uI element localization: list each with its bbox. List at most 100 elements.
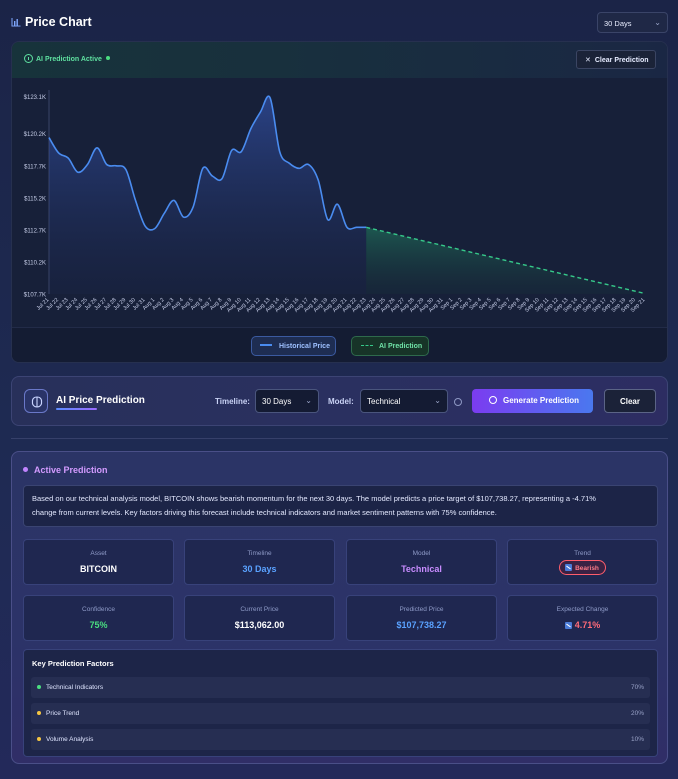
model-label: Model: — [328, 397, 354, 406]
key-factors-title: Key Prediction Factors — [32, 659, 114, 668]
confidence-card: Confidence 75% — [23, 595, 174, 641]
time-range-select[interactable]: 30 Days ⌄ — [597, 12, 668, 33]
info-icon[interactable] — [454, 398, 462, 406]
legend-ai-label: AI Prediction — [379, 343, 423, 350]
brain-icon — [24, 389, 48, 413]
chevron-down-icon: ⌄ — [654, 18, 661, 27]
factor-row: Technical Indicators 70% — [31, 677, 650, 698]
ai-prediction-toolbar: AI Price Prediction Timeline: 30 Days ⌄ … — [11, 376, 668, 426]
trend-value: Bearish — [575, 565, 599, 572]
expected-change-value: 4.71% — [574, 620, 601, 630]
solid-line-icon — [260, 344, 272, 346]
factor-row: Price Trend 20% — [31, 703, 650, 724]
y-tick-label: $120.2K — [24, 132, 46, 138]
chevron-down-icon: ⌄ — [434, 396, 441, 405]
current-price-card: Current Price $113,062.00 — [184, 595, 335, 641]
timeline-card-value: 30 Days — [242, 564, 277, 574]
active-prediction-panel: Active Prediction Based on our technical… — [11, 451, 668, 764]
ai-prediction-title: AI Price Prediction — [56, 395, 145, 406]
current-price-value: $113,062.00 — [234, 620, 285, 630]
trend-card-value-wrap: Bearish — [508, 560, 657, 575]
y-tick-label: $123.1K — [24, 95, 46, 101]
timeline-select-value: 30 Days — [262, 397, 292, 406]
predicted-price-label: Predicted Price — [399, 606, 444, 613]
chart-toolbar: AI Prediction Active ✕ Clear Prediction — [12, 42, 667, 78]
info-icon — [24, 54, 33, 63]
factor-dot-icon — [37, 737, 41, 741]
timeline-select[interactable]: 30 Days ⌄ — [255, 389, 319, 413]
time-range-value: 30 Days — [604, 19, 632, 28]
model-select[interactable]: Technical ⌄ — [360, 389, 448, 413]
clear-prediction-button[interactable]: ✕ Clear Prediction — [576, 50, 656, 69]
expected-change-value-wrap: 4.71% — [508, 620, 657, 630]
clear-prediction-label: Clear Prediction — [594, 57, 649, 64]
ai-status-label: AI Prediction Active — [36, 56, 102, 63]
trending-down-icon — [565, 564, 573, 571]
asset-card: Asset BITCOIN — [23, 539, 174, 585]
bearish-badge: Bearish — [559, 560, 606, 575]
model-select-value: Technical — [367, 397, 401, 406]
model-card-value: Technical — [401, 564, 442, 574]
y-tick-label: $107.7K — [24, 293, 46, 299]
legend-historical-price[interactable]: Historical Price — [251, 336, 336, 356]
confidence-label: Confidence — [82, 606, 115, 613]
dashed-line-icon — [361, 345, 373, 346]
factor-name: Technical Indicators — [46, 684, 104, 691]
summary-line-2: change from current levels. Key factors … — [32, 507, 497, 517]
active-dot-icon — [105, 56, 110, 60]
title-underline — [56, 408, 97, 410]
legend-ai-prediction[interactable]: AI Prediction — [351, 336, 429, 356]
y-tick-label: $110.2K — [24, 260, 46, 266]
status-dot-icon — [23, 467, 28, 472]
factor-dot-icon — [37, 711, 41, 715]
close-icon: ✕ — [585, 57, 591, 64]
timeline-card: Timeline 30 Days — [184, 539, 335, 585]
y-tick-label: $117.7K — [24, 164, 46, 170]
prediction-summary: Based on our technical analysis model, B… — [23, 485, 658, 527]
current-price-label: Current Price — [240, 606, 279, 613]
factor-weight: 10% — [630, 736, 644, 743]
legend-historical-label: Historical Price — [279, 343, 330, 350]
page-title: Price Chart — [25, 15, 92, 29]
factor-name: Price Trend — [46, 710, 80, 717]
ai-prediction-line — [366, 226, 646, 295]
confidence-value: 75% — [89, 620, 108, 630]
key-factors-panel: Key Prediction Factors Technical Indicat… — [23, 649, 658, 757]
trending-down-icon — [564, 622, 572, 629]
sparkle-icon — [489, 396, 497, 404]
predicted-price-card: Predicted Price $107,738.27 — [346, 595, 497, 641]
trend-card-label: Trend — [574, 550, 591, 557]
chart-legend: Historical Price AI Prediction — [12, 327, 667, 362]
price-chart-panel: AI Prediction Active ✕ Clear Prediction $… — [11, 41, 668, 363]
model-card: Model Technical — [346, 539, 497, 585]
clear-button[interactable]: Clear — [604, 389, 656, 413]
factor-name: Volume Analysis — [46, 736, 94, 743]
y-tick-label: $115.2K — [24, 196, 46, 202]
expected-change-label: Expected Change — [556, 606, 609, 613]
factor-weight: 20% — [630, 710, 644, 717]
price-line-chart[interactable]: $107.7K $110.2K $112.7K $115.2K $117.7K $120.… — [12, 78, 668, 327]
ai-prediction-status: AI Prediction Active — [24, 54, 110, 63]
section-divider — [11, 438, 668, 439]
bar-chart-icon — [11, 18, 21, 27]
historical-price-line — [48, 95, 367, 231]
timeline-card-label: Timeline — [247, 550, 272, 557]
timeline-label: Timeline: — [215, 397, 250, 406]
generate-prediction-label: Generate Prediction — [503, 396, 580, 405]
historical-area — [49, 96, 367, 295]
generate-prediction-button[interactable]: Generate Prediction — [472, 389, 593, 413]
summary-line-1: Based on our technical analysis model, B… — [32, 494, 596, 503]
active-prediction-title-text: Active Prediction — [34, 465, 108, 475]
trend-card: Trend Bearish — [507, 539, 658, 585]
active-prediction-title: Active Prediction — [23, 465, 108, 475]
predicted-price-value: $107,738.27 — [396, 620, 447, 630]
asset-value: BITCOIN — [80, 564, 117, 574]
factor-dot-icon — [37, 685, 41, 689]
chevron-down-icon: ⌄ — [305, 396, 312, 405]
factor-weight: 70% — [630, 684, 644, 691]
y-tick-label: $112.7K — [24, 228, 46, 234]
asset-label: Asset — [90, 550, 107, 557]
model-card-label: Model — [412, 550, 431, 557]
factor-row: Volume Analysis 10% — [31, 729, 650, 750]
expected-change-card: Expected Change 4.71% — [507, 595, 658, 641]
